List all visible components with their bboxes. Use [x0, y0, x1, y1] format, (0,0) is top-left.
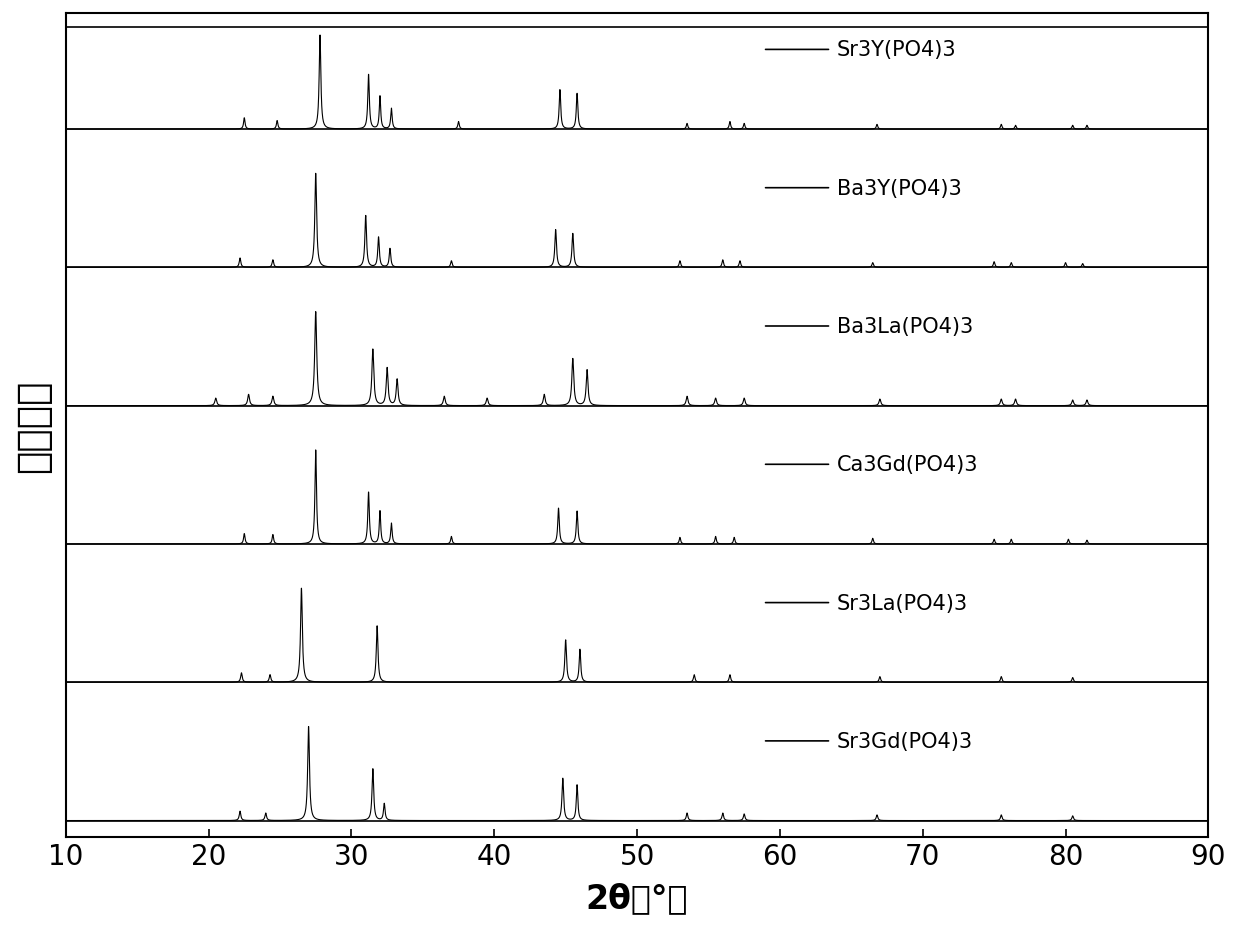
Text: Ca3Gd(PO4)3: Ca3Gd(PO4)3: [837, 455, 978, 475]
Text: Sr3La(PO4)3: Sr3La(PO4)3: [837, 593, 968, 612]
Text: Ba3La(PO4)3: Ba3La(PO4)3: [837, 316, 973, 337]
Y-axis label: 相对强度: 相对强度: [14, 379, 52, 472]
X-axis label: 2θ（°）: 2θ（°）: [585, 882, 688, 914]
Text: Ba3Y(PO4)3: Ba3Y(PO4)3: [837, 178, 962, 199]
Text: Sr3Gd(PO4)3: Sr3Gd(PO4)3: [837, 731, 973, 751]
Text: Sr3Y(PO4)3: Sr3Y(PO4)3: [837, 40, 956, 60]
